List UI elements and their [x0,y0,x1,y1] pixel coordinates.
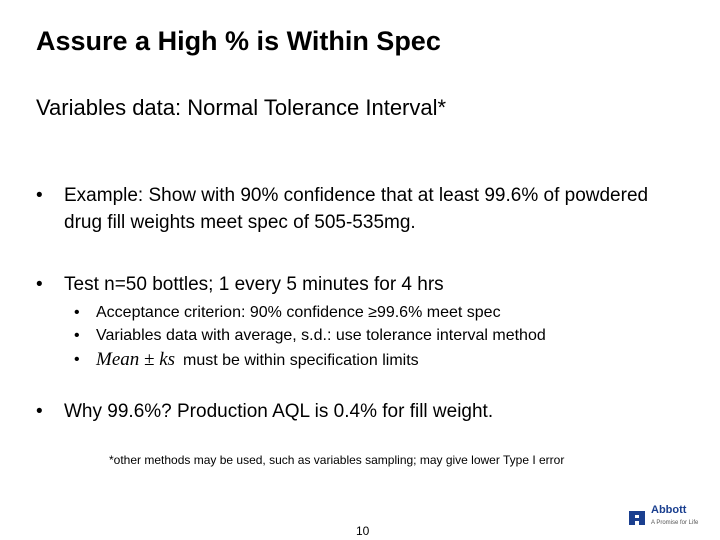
bullet-text: Example: Show with 90% confidence that a… [64,185,649,233]
tolerance-formula: Mean ± ks [96,349,176,370]
bullet-marker: • [36,401,43,422]
logo-tagline: A Promise for Life [651,520,699,526]
bullet-marker: • [36,274,43,295]
abbott-logo-icon [629,511,645,525]
sub-bullet-marker: • [74,327,80,344]
sub-bullet-text: Acceptance criterion: 90% confidence ≥99… [96,304,501,321]
bullet-marker: • [36,185,43,206]
sub-bullet-variables: • Variables data with average, s.d.: use… [74,326,546,346]
bullet-text: Test n=50 bottles; 1 every 5 minutes for… [64,274,444,295]
sub-bullet-marker: • [74,351,80,368]
sub-bullet-acceptance: • Acceptance criterion: 90% confidence ≥… [74,303,501,323]
footnote: *other methods may be used, such as vari… [109,453,565,467]
sub-bullet-text: must be within specification limits [183,352,419,369]
page-number: 10 [356,524,370,538]
sub-bullet-text: Variables data with average, s.d.: use t… [96,327,546,344]
sub-bullet-marker: • [74,304,80,321]
slide-subtitle: Variables data: Normal Tolerance Interva… [36,95,447,120]
logo-name: Abbott [651,504,687,516]
company-logo: Abbott A Promise for Life [627,500,717,536]
slide-title: Assure a High % is Within Spec [36,26,441,56]
sub-bullet-formula: • Mean ± ks must be within specification l… [74,350,419,371]
bullet-text: Why 99.6%? Production AQL is 0.4% for fi… [64,401,494,422]
bullet-test: • Test n=50 bottles; 1 every 5 minutes f… [36,271,676,298]
bullet-why: • Why 99.6%? Production AQL is 0.4% for … [36,398,676,425]
bullet-example: • Example: Show with 90% confidence that… [36,182,676,236]
